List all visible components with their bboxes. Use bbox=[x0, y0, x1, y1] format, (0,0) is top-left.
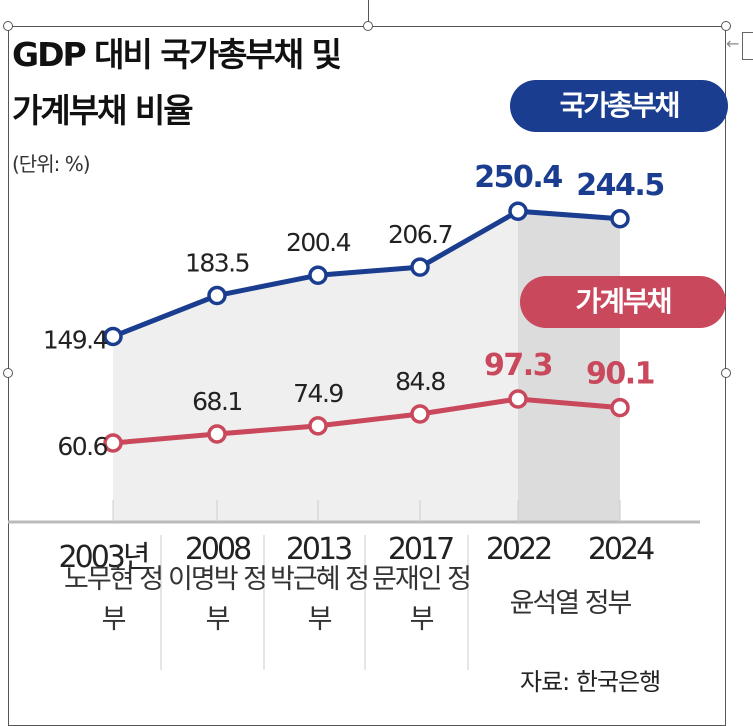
x-tick-label-5: 2024 bbox=[587, 532, 655, 567]
gov-label-2: 박근혜 정부 bbox=[270, 564, 370, 635]
x-tick-label-3: 2017 bbox=[387, 532, 455, 567]
legend-household-debt: 가계부채 bbox=[520, 276, 726, 328]
series-line-1 bbox=[112, 396, 621, 446]
resize-handle-left[interactable] bbox=[3, 368, 13, 378]
x-tick-label-1: 2008 bbox=[184, 532, 252, 567]
data-label-1-2: 74.9 bbox=[293, 379, 343, 408]
data-label-1-5: 90.1 bbox=[586, 357, 654, 392]
gov-label-3: 문재인 정부 bbox=[372, 564, 472, 635]
layout-options-icon[interactable] bbox=[742, 32, 753, 60]
data-label-0-3: 206.7 bbox=[388, 220, 452, 249]
gov-label-1: 이명박 정부 bbox=[168, 564, 268, 635]
legend-national-debt: 국가총부채 bbox=[510, 80, 728, 132]
layout-arrow-icon: ← bbox=[726, 34, 740, 53]
data-label-1-3: 84.8 bbox=[395, 367, 445, 396]
chart-title-line-1: GDP 대비 국가총부채 및 bbox=[12, 35, 342, 74]
source-label: 자료: 한국은행 bbox=[520, 668, 661, 696]
data-label-1-4: 97.3 bbox=[484, 348, 552, 383]
data-label-0-5: 244.5 bbox=[576, 168, 663, 203]
resize-handle-top[interactable] bbox=[363, 21, 373, 31]
data-point-0-0 bbox=[103, 326, 123, 347]
data-point-0-5 bbox=[610, 209, 630, 229]
data-point-0-1 bbox=[207, 285, 227, 306]
data-point-1-2 bbox=[308, 416, 328, 436]
data-label-0-0: 149.4 bbox=[43, 325, 108, 354]
data-point-0-3 bbox=[410, 257, 430, 277]
gov-label-4: 윤석열 정부 bbox=[509, 588, 633, 619]
rotation-handle-line bbox=[368, 0, 369, 22]
data-label-0-1: 183.5 bbox=[185, 249, 249, 278]
shade-past bbox=[113, 211, 518, 522]
resize-handle-top-left[interactable] bbox=[3, 21, 13, 31]
x-tick-label-0: 2003년 bbox=[58, 540, 151, 575]
chart-title-line-2: 가계부채 비율 bbox=[12, 91, 194, 130]
resize-handle-top-right[interactable] bbox=[721, 21, 731, 31]
gov-label-0: 노무현 정부 bbox=[64, 564, 164, 635]
resize-handle-right[interactable] bbox=[721, 368, 731, 378]
data-label-1-0: 60.6 bbox=[57, 432, 107, 461]
data-point-0-4 bbox=[508, 201, 528, 221]
data-point-1-0 bbox=[103, 433, 123, 453]
unit-label: (단위: %) bbox=[12, 152, 91, 176]
data-point-0-2 bbox=[308, 265, 328, 285]
x-tick-label-4: 2022 bbox=[485, 532, 553, 567]
data-point-1-3 bbox=[410, 404, 430, 424]
data-point-1-5 bbox=[610, 397, 630, 418]
series-line-0 bbox=[112, 208, 621, 339]
data-label-0-2: 200.4 bbox=[286, 228, 351, 257]
data-point-1-4 bbox=[508, 389, 528, 409]
data-label-1-1: 68.1 bbox=[192, 387, 242, 416]
data-point-1-1 bbox=[207, 424, 227, 444]
x-tick-label-2: 2013 bbox=[285, 532, 353, 567]
data-label-0-4: 250.4 bbox=[474, 160, 562, 195]
